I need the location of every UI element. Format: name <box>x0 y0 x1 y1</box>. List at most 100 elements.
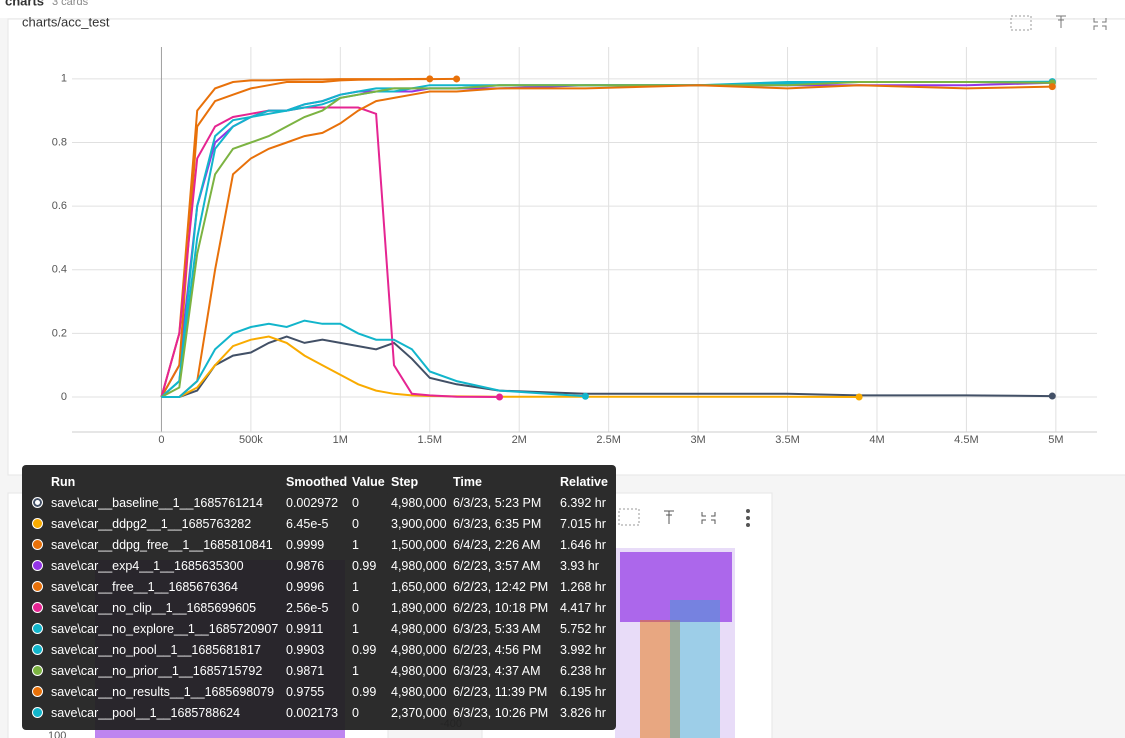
cell: save\car__no_explore__1__1685720907 <box>51 622 279 636</box>
cell: 6/2/23, 3:57 AM <box>453 559 541 573</box>
end-marker <box>1048 392 1056 400</box>
cell: 0.9996 <box>286 580 325 594</box>
cell: 1 <box>352 664 359 678</box>
cell: 0.9999 <box>286 538 325 552</box>
cell: 0 <box>352 706 359 720</box>
cell: 5.752 hr <box>560 622 606 636</box>
column-header: Time <box>453 475 482 489</box>
cell: 6/3/23, 10:26 PM <box>453 706 549 720</box>
cell: 0 <box>352 517 359 531</box>
x-tick-label: 3.5M <box>775 434 799 446</box>
cell: save\car__exp4__1__1685635300 <box>51 559 244 573</box>
column-header: Step <box>391 475 419 489</box>
cell: save\car__baseline__1__1685761214 <box>51 496 263 510</box>
cell: 6/3/23, 5:23 PM <box>453 496 542 510</box>
fit-icon[interactable] <box>618 508 640 526</box>
cell: 6/3/23, 4:37 AM <box>453 664 541 678</box>
end-marker <box>453 75 461 83</box>
cell: 6.195 hr <box>560 685 606 699</box>
run-color <box>32 560 43 571</box>
cell: 6.45e-5 <box>286 517 329 531</box>
cell: 6/3/23, 5:33 AM <box>453 622 541 636</box>
cell: 0.002173 <box>286 706 339 720</box>
cell: 4,980,000 <box>391 685 447 699</box>
fullscreen-icon[interactable] <box>1093 18 1107 30</box>
series-line <box>161 319 586 398</box>
run-color <box>32 665 43 676</box>
cell: 1 <box>352 538 359 552</box>
cell: 3.826 hr <box>560 706 606 720</box>
x-tick-label: 5M <box>1048 434 1063 446</box>
cell: 6/4/23, 2:26 AM <box>453 538 541 552</box>
pin-icon[interactable] <box>664 510 674 524</box>
run-color <box>32 497 43 508</box>
cell: 2,370,000 <box>391 706 447 720</box>
series-line <box>161 84 1053 398</box>
x-tick-label: 4.5M <box>954 434 978 446</box>
x-tick-label: 2M <box>512 434 527 446</box>
cell: 6/3/23, 6:35 PM <box>453 517 542 531</box>
run-color <box>32 623 43 634</box>
series-line <box>161 335 860 398</box>
x-tick-label: 2.5M <box>596 434 620 446</box>
cell: save\car__no_results__1__1685698079 <box>51 685 275 699</box>
cell: 3.992 hr <box>560 643 606 657</box>
card-title: charts/acc_test <box>22 14 110 29</box>
cell: 1,650,000 <box>391 580 447 594</box>
y-tick-label: 0.4 <box>52 264 67 276</box>
x-tick-label: 1M <box>333 434 348 446</box>
end-marker <box>581 392 589 400</box>
run-color <box>32 644 43 655</box>
y-tick-label: 0.6 <box>52 200 67 212</box>
section-title: charts <box>5 0 44 8</box>
column-header: Run <box>51 475 76 489</box>
x-tick-label: 3M <box>690 434 705 446</box>
y-tick-label: 100 <box>48 730 66 738</box>
series-line <box>161 335 1053 398</box>
x-tick-label: 4M <box>869 434 884 446</box>
cell: 0.9876 <box>286 559 325 573</box>
card <box>7 18 1125 476</box>
cell: 1.646 hr <box>560 538 606 552</box>
column-header: Relative <box>560 475 608 489</box>
cell: 4,980,000 <box>391 643 447 657</box>
series-line <box>160 106 500 398</box>
cell: 6/2/23, 10:18 PM <box>453 601 549 615</box>
y-tick-label: 1 <box>61 73 67 85</box>
cell: 4,980,000 <box>391 664 447 678</box>
cell: save\car__no_pool__1__1685681817 <box>51 643 261 657</box>
run-color <box>32 602 43 613</box>
cell: save\car__ddpg2__1__1685763282 <box>51 517 252 531</box>
cell: save\car__no_prior__1__1685715792 <box>51 664 263 678</box>
plot: 0 0.2 0.4 0.6 0.8 1 0 500k 1M 1.5M 2M 2.5M 3M 3.5M 4M 4… <box>52 47 1097 446</box>
fullscreen-icon[interactable] <box>701 512 716 524</box>
cell: save\car__pool__1__1685788624 <box>51 706 241 720</box>
x-tick-label: 0 <box>158 434 164 446</box>
cell: 0.99 <box>352 643 377 657</box>
end-marker <box>855 393 863 401</box>
cell: 1.268 hr <box>560 580 606 594</box>
cell: save\car__free__1__1685676364 <box>51 580 238 594</box>
x-tick-label: 1.5M <box>418 434 442 446</box>
cell: 0.99 <box>352 685 377 699</box>
run-color <box>32 581 43 592</box>
tooltip: Run Smoothed Value Step Time Relative save\car… <box>22 465 616 730</box>
cell: 1 <box>352 580 359 594</box>
cell: 2.56e-5 <box>286 601 329 615</box>
cell: 4.417 hr <box>560 601 606 615</box>
cell: 0 <box>352 496 359 510</box>
cell: 6/2/23, 4:56 PM <box>453 643 542 657</box>
menu-icon[interactable] <box>746 509 750 527</box>
cell: 1,500,000 <box>391 538 447 552</box>
pin-icon[interactable] <box>1056 15 1066 28</box>
run-color <box>32 707 43 718</box>
y-tick-label: 0.8 <box>52 136 67 148</box>
x-tick-label: 500k <box>239 434 263 446</box>
header-bar <box>0 0 1125 18</box>
y-tick-label: 0.2 <box>52 327 67 339</box>
cell: 0.9911 <box>286 622 324 636</box>
cell: 1,890,000 <box>391 601 447 615</box>
fit-icon[interactable] <box>1010 15 1032 31</box>
cell: 3.93 hr <box>560 559 599 573</box>
cell: 7.015 hr <box>560 517 606 531</box>
